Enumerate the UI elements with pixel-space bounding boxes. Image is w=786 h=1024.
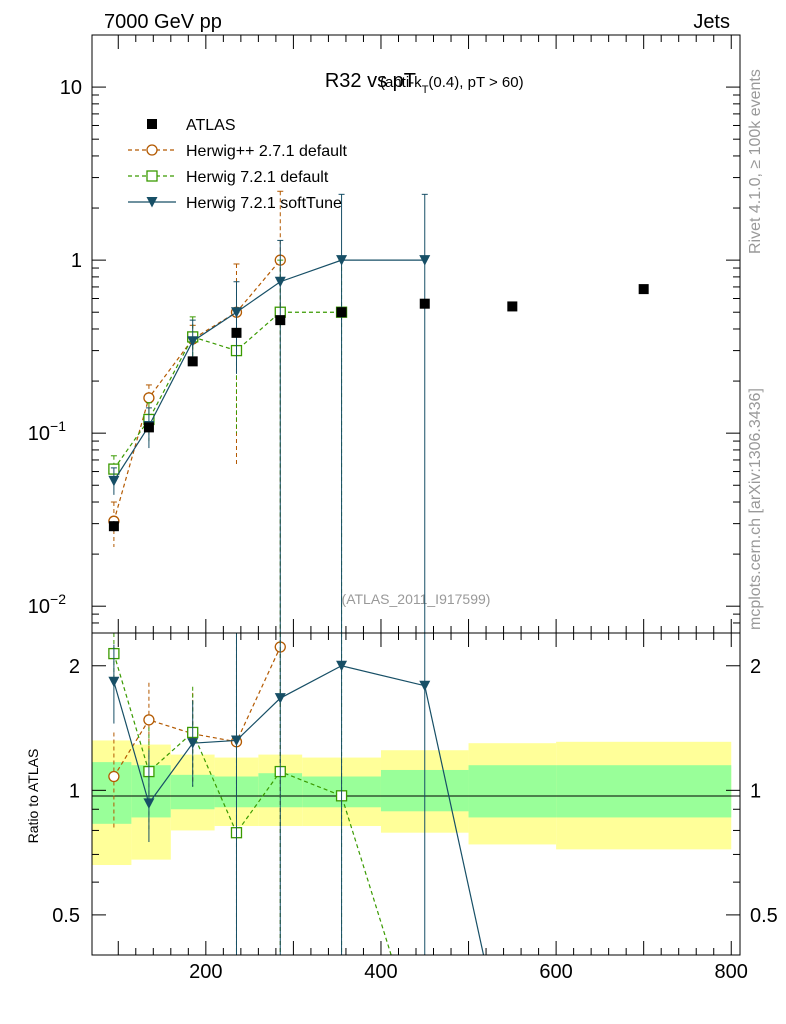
series-2 — [108, 193, 431, 633]
data-point — [274, 276, 286, 288]
ratio-line — [113, 665, 485, 955]
atlas-point — [507, 301, 518, 312]
y-tick-label: 1 — [71, 250, 82, 272]
ratio-y-tick-label-right: 2 — [750, 656, 761, 678]
legend-item: Herwig++ 2.7.1 default — [128, 143, 348, 160]
atlas-point — [143, 422, 154, 433]
atlas-data — [108, 284, 649, 532]
ratio-point — [419, 680, 431, 692]
ratio-y-tick-label: 1 — [69, 780, 80, 802]
ratio-point — [336, 660, 348, 672]
ratio-series-2 — [108, 633, 485, 955]
ratio-point — [187, 738, 199, 749]
header-left: 7000 GeV pp — [104, 11, 222, 33]
main-panel: R32 vs pT (anti-kT(0.4), pT > 60) (ATLAS… — [28, 34, 741, 634]
legend-marker — [146, 144, 158, 156]
atlas-point — [336, 307, 347, 318]
legend-item: Herwig 7.2.1 softTune — [128, 195, 342, 212]
data-point — [230, 307, 242, 318]
legend-item: Herwig 7.2.1 default — [128, 169, 329, 186]
series-line — [113, 311, 342, 470]
legend-label: Herwig 7.2.1 default — [186, 169, 329, 186]
atlas-point — [638, 284, 649, 295]
x-tick-label: 200 — [189, 961, 222, 983]
data-point — [419, 255, 431, 266]
rivet-label: Rivet 4.1.0, ≥ 100k events — [747, 69, 764, 254]
ratio-band-green — [468, 765, 557, 818]
data-point — [108, 475, 120, 487]
chart-title-sub: (anti-kT(0.4), pT > 60) — [380, 74, 524, 96]
chart-title: R32 vs pT — [325, 70, 416, 92]
legend-label: Herwig++ 2.7.1 default — [186, 143, 348, 160]
ratio-y-tick-label: 2 — [69, 656, 80, 678]
ratio-panel: 2 2 1 1 0.5 0.5 Ratio to ATLAS — [25, 632, 778, 956]
legend-label: ATLAS — [186, 117, 236, 134]
legend-item: ATLAS — [147, 117, 236, 134]
y-tick-label: 10 — [60, 77, 82, 99]
atlas-point — [108, 521, 119, 532]
ratio-point — [108, 676, 120, 688]
legend-marker — [147, 119, 157, 129]
series-line — [113, 259, 281, 522]
header-right: Jets — [693, 11, 730, 33]
data-point — [143, 392, 155, 404]
ratio-y-tick-label-right: 1 — [750, 780, 761, 802]
ratio-ylabel: Ratio to ATLAS — [25, 749, 41, 844]
atlas-point — [419, 298, 430, 309]
mcplots-label: mcplots.cern.ch [arXiv:1306.3436] — [747, 388, 764, 630]
atlas-point — [275, 315, 286, 326]
ratio-y-tick-label-right: 0.5 — [750, 905, 778, 927]
ratio-point — [230, 735, 242, 746]
data-point — [187, 336, 199, 347]
ratio-point — [274, 693, 286, 704]
x-tick-label: 800 — [715, 961, 748, 983]
series-1 — [108, 259, 348, 633]
legend-marker — [146, 170, 158, 182]
x-tick-label: 400 — [364, 961, 397, 983]
x-tick-label: 600 — [539, 961, 572, 983]
y-tick-label: 10−2 — [28, 591, 66, 618]
series-line — [113, 259, 425, 482]
ratio-band-green — [556, 765, 732, 818]
ratio-point — [108, 770, 120, 783]
data-point — [336, 255, 348, 266]
ratio-point — [143, 798, 155, 809]
series-0 — [108, 190, 286, 633]
analysis-watermark: (ATLAS_2011_I917599) — [342, 591, 491, 607]
legend: ATLAS Herwig++ 2.7.1 default Herwig 7.2.1 … — [128, 117, 348, 212]
legend-label: Herwig 7.2.1 softTune — [186, 195, 342, 212]
legend-marker — [146, 197, 158, 208]
ratio-point — [143, 714, 155, 726]
ratio-y-tick-label: 0.5 — [52, 905, 80, 927]
atlas-point — [231, 327, 242, 338]
atlas-point — [187, 356, 198, 367]
y-tick-label: 10−1 — [28, 418, 66, 445]
